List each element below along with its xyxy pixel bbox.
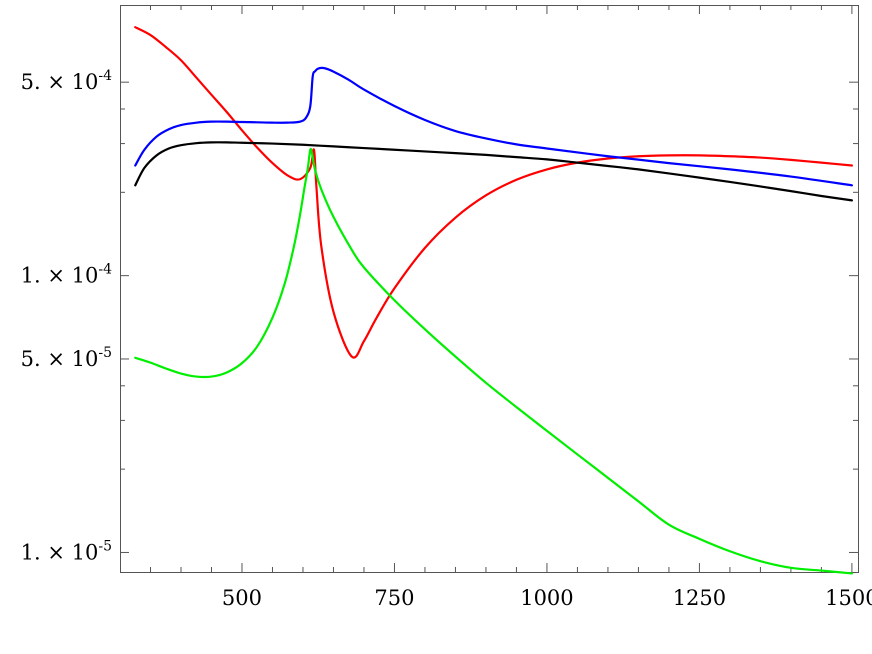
x-tick-label: 500	[222, 586, 262, 610]
y-axis-tick-labels: 1. × 10-5 5. × 10-5 1. × 10-4 5. × 10-4	[21, 68, 112, 564]
series-line-green	[134, 147, 853, 575]
series-line-black	[134, 141, 853, 202]
major-tick-group	[120, 5, 858, 572]
plot-frame	[120, 5, 859, 573]
y-tick-label: 5. × 10-5	[21, 345, 112, 371]
x-tick-label: 750	[374, 586, 414, 610]
series-line-blue	[134, 66, 853, 187]
series-line-red	[134, 26, 853, 359]
y-tick-label: 1. × 10-5	[21, 538, 112, 564]
x-tick-label: 1000	[520, 586, 573, 610]
x-axis-tick-labels: 500 750 1000 1250 1500	[222, 586, 872, 610]
y-tick-label: 1. × 10-4	[21, 262, 112, 288]
x-tick-label: 1500	[825, 586, 872, 610]
minor-tick-group	[120, 5, 858, 572]
series-layer	[134, 26, 853, 575]
y-tick-label: 5. × 10-4	[21, 68, 112, 94]
x-tick-label: 1250	[673, 586, 726, 610]
